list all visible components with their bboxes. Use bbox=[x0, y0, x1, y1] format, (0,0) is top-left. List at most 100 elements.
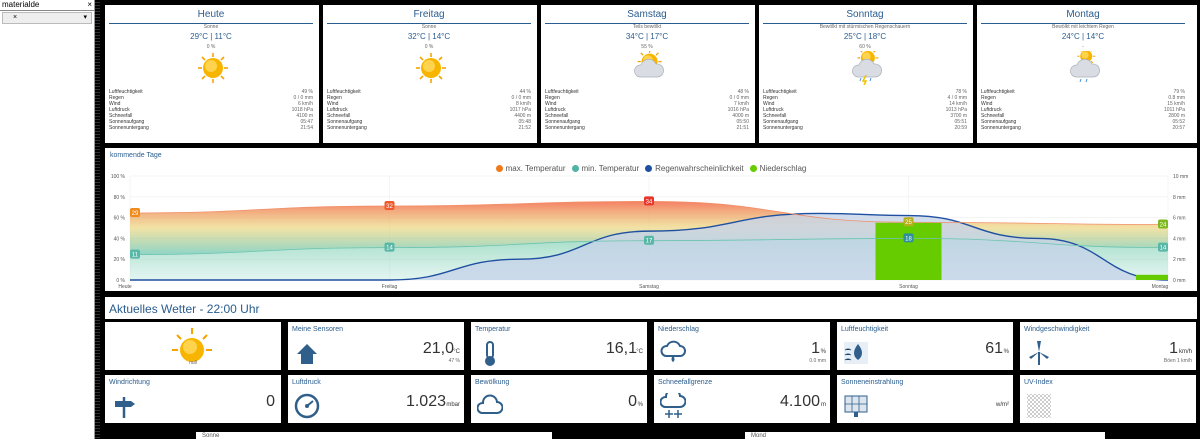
forecast-stat: Wind 15 km/h bbox=[981, 101, 1185, 107]
min-temp-label: 17 bbox=[646, 239, 653, 245]
forecast-stat: Sonnenaufgang 05:50 bbox=[545, 119, 749, 125]
solar-panel-icon bbox=[844, 395, 868, 417]
y-right-tick: 0 mm bbox=[1173, 278, 1186, 284]
tile-subvalue: Böen 1 km/h bbox=[1163, 358, 1192, 364]
stat-value: 05:51 bbox=[954, 119, 967, 125]
y-left-tick: 80 % bbox=[114, 195, 126, 201]
forecast-temperature: 24°C | 14°C bbox=[1061, 32, 1105, 41]
forecast-stat: Sonnenuntergang 21:52 bbox=[327, 125, 531, 131]
tile-value: 0 bbox=[266, 393, 275, 410]
tile-label: Luftdruck bbox=[292, 379, 321, 386]
min-temp-label-badge bbox=[384, 242, 395, 252]
stat-label: Sonnenaufgang bbox=[109, 119, 145, 125]
x-tick: Montag bbox=[1152, 284, 1169, 290]
stat-label: Sonnenaufgang bbox=[763, 119, 799, 125]
current-weather-header: Aktuelles Wetter - 22:00 Uhr bbox=[105, 297, 1197, 319]
forecast-day-name: Freitag bbox=[327, 9, 531, 24]
tile-subvalue: 47 % bbox=[448, 358, 460, 364]
sensor-tile-2: Niederschlag 1 % 0.0 mm bbox=[654, 322, 830, 370]
stat-label: Schneefall bbox=[981, 113, 1005, 119]
stat-value: 1011 hPa bbox=[1163, 107, 1185, 113]
panel-splitter[interactable] bbox=[95, 0, 100, 439]
forecast-description: Bewölkt mit leichtem Regen bbox=[1052, 24, 1114, 30]
forecast-day-name: Heute bbox=[109, 9, 313, 24]
forecast-day-name: Samstag bbox=[545, 9, 749, 24]
forecast-day-2: Samstag Teils bewölkt 34°C | 17°C 55 % L… bbox=[541, 5, 753, 143]
legend-item[interactable]: min. Temperatur bbox=[571, 164, 639, 173]
legend-item[interactable]: Regenwahrscheinlichkeit bbox=[645, 164, 744, 173]
legend-swatch bbox=[645, 165, 653, 172]
forecast-day-1: Freitag Sonne 32°C | 14°C 0 % Luftfeucht… bbox=[323, 5, 535, 143]
forecast-panel: Heute Sonne 29°C | 11°C 0 % Luftfeuchtig… bbox=[105, 5, 1197, 143]
sensor-tile-10: UV-Index bbox=[1020, 375, 1196, 423]
tile-unit: °C bbox=[636, 349, 643, 355]
temperature-band bbox=[130, 201, 1168, 255]
forecast-stat: Luftdruck 1018 hPa bbox=[109, 107, 313, 113]
stat-label: Schneefall bbox=[109, 113, 133, 119]
tile-unit: mbar bbox=[446, 402, 460, 408]
legend-item[interactable]: Niederschlag bbox=[749, 164, 806, 173]
stat-label: Luftfeuchtigkeit bbox=[981, 89, 1015, 95]
forecast-day-3: Sonntag Bewölkt mit stürmischen Regensch… bbox=[759, 5, 971, 143]
stat-label: Luftfeuchtigkeit bbox=[327, 89, 361, 95]
stat-label: Wind bbox=[109, 101, 121, 107]
stat-value: 1016 hPa bbox=[727, 107, 749, 113]
forecast-rain-chance: 0 % bbox=[424, 44, 434, 50]
instance-select[interactable]: × ▾ bbox=[2, 12, 92, 24]
tile-label: Meine Sensoren bbox=[292, 326, 343, 333]
stat-value: 1017 hPa bbox=[509, 107, 531, 113]
forecast-chart: 29 32 34 25 24 11 14 17 18 14 0 % 20 % 40 % 60 % 80 % 1… bbox=[111, 174, 1188, 290]
min-temp-label: 14 bbox=[1160, 246, 1167, 252]
forecast-stats: Luftfeuchtigkeit 49 % Regen 0 / 0 mm Wind 6 k… bbox=[109, 89, 313, 131]
forecast-stat: Sonnenaufgang 05:51 bbox=[763, 119, 967, 125]
forecast-separator bbox=[319, 5, 323, 143]
tile-value: 16,1 bbox=[605, 340, 637, 357]
stat-value: 1018 hPa bbox=[291, 107, 313, 113]
max-temp-label-badge bbox=[1158, 219, 1168, 229]
tile-value: 1 bbox=[1169, 340, 1178, 357]
forecast-stat: Sonnenuntergang 20:59 bbox=[763, 125, 967, 131]
close-icon[interactable]: × bbox=[87, 0, 92, 9]
stat-label: Sonnenaufgang bbox=[545, 119, 581, 125]
sensor-tile-4: Windgeschwindigkeit 1 km/h Böen 1 km/h bbox=[1020, 322, 1196, 370]
stat-label: Schneefall bbox=[763, 113, 787, 119]
forecast-separator bbox=[755, 5, 759, 143]
forecast-stats: Luftfeuchtigkeit 79 % Regen 0.8 mm Wind 15 km… bbox=[981, 89, 1185, 131]
stat-label: Wind bbox=[981, 101, 993, 107]
tile-subvalue: 0.0 mm bbox=[809, 358, 826, 364]
y-left-tick: 0 % bbox=[116, 278, 125, 284]
stat-value: 6 km/h bbox=[297, 101, 313, 107]
tile-unit: % bbox=[1003, 349, 1009, 355]
forecast-stats: Luftfeuchtigkeit 44 % Regen 0 / 0 mm Wind 8 k… bbox=[327, 89, 531, 131]
sun-icon bbox=[416, 53, 446, 83]
forecast-temperature: 32°C | 14°C bbox=[407, 32, 451, 41]
forecast-stat: Regen 4 / 0 mm bbox=[763, 95, 967, 101]
rain-probability-line bbox=[130, 212, 1169, 281]
forecast-icon bbox=[196, 51, 230, 85]
tile-value: 61 bbox=[985, 340, 1003, 357]
chevron-down-icon[interactable]: ▾ bbox=[83, 14, 87, 21]
stat-label: Luftfeuchtigkeit bbox=[545, 89, 579, 95]
tile-value: 4.100 bbox=[779, 393, 820, 410]
stat-value: 1013 hPa bbox=[945, 107, 967, 113]
stat-label: Sonnenaufgang bbox=[327, 119, 363, 125]
max-temp-label-badge bbox=[384, 201, 395, 211]
stat-value: 48 % bbox=[737, 89, 749, 95]
stat-label: Wind bbox=[327, 101, 339, 107]
clear-icon[interactable]: × bbox=[13, 14, 18, 21]
stat-value: 0 / 0 mm bbox=[729, 95, 749, 101]
stat-value: 20:59 bbox=[954, 125, 967, 131]
stat-value: 20:57 bbox=[1172, 125, 1185, 131]
side-panel-title: materialde bbox=[2, 0, 40, 9]
legend-item[interactable]: max. Temperatur bbox=[495, 164, 566, 173]
stat-value: 49 % bbox=[301, 89, 313, 95]
forecast-stat: Sonnenaufgang 05:48 bbox=[327, 119, 531, 125]
stat-label: Schneefall bbox=[327, 113, 351, 119]
x-tick: Sonntag bbox=[899, 284, 918, 290]
forecast-stat: Sonnenaufgang 05:52 bbox=[981, 119, 1185, 125]
forecast-icon bbox=[414, 51, 448, 85]
forecast-stat: Sonnenuntergang 20:57 bbox=[981, 125, 1185, 131]
stat-value: 3700 m bbox=[950, 113, 967, 119]
tile-label: Luftfeuchtigkeit bbox=[841, 326, 889, 333]
current-condition-tile: null bbox=[105, 322, 281, 370]
